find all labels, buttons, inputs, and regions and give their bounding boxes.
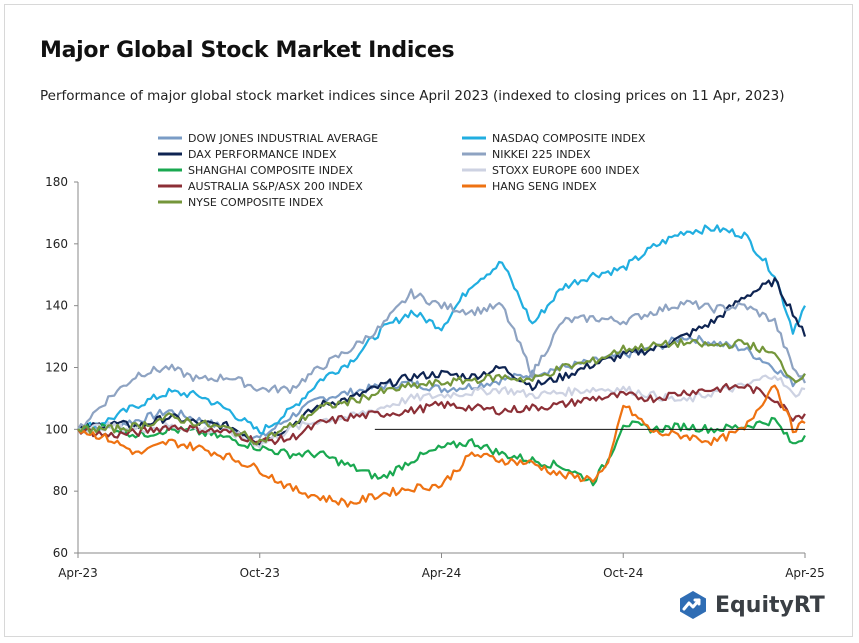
y-tick-label: 100 — [45, 422, 68, 436]
y-tick-label: 80 — [53, 484, 68, 498]
equityrt-logo-icon — [680, 591, 706, 619]
legend: DOW JONES INDUSTRIAL AVERAGE NASDAQ COMPO… — [158, 132, 646, 209]
y-tick-label: 180 — [45, 175, 68, 189]
x-tick-label: Apr-24 — [422, 566, 462, 580]
series-line-3 — [77, 288, 807, 430]
y-tick-label: 140 — [45, 299, 68, 313]
series-line-4 — [77, 416, 806, 487]
legend-label: NYSE COMPOSITE INDEX — [188, 196, 324, 209]
x-tick-label: Oct-24 — [603, 566, 643, 580]
x-tick-label: Apr-23 — [58, 566, 98, 580]
legend-label: DAX PERFORMANCE INDEX — [188, 148, 337, 161]
brand-logo: EquityRT — [677, 588, 825, 622]
brand-name: EquityRT — [715, 592, 825, 618]
legend-label: AUSTRALIA S&P/ASX 200 INDEX — [188, 180, 363, 193]
legend-label: NIKKEI 225 INDEX — [492, 148, 591, 161]
y-tick-label: 60 — [53, 546, 68, 560]
series-line-8 — [77, 338, 806, 446]
series-line-5 — [77, 374, 806, 449]
series-line-1 — [77, 224, 806, 435]
y-tick-label: 160 — [45, 237, 68, 251]
legend-label: HANG SENG INDEX — [492, 180, 597, 193]
x-tick-label: Apr-25 — [785, 566, 825, 580]
legend-label: NASDAQ COMPOSITE INDEX — [492, 132, 646, 145]
legend-label: SHANGHAI COMPOSITE INDEX — [188, 164, 353, 177]
series-line-7 — [77, 384, 806, 508]
legend-label: DOW JONES INDUSTRIAL AVERAGE — [188, 132, 378, 145]
chart-title: Major Global Stock Market Indices — [40, 38, 455, 63]
x-tick-label: Oct-23 — [240, 566, 280, 580]
series-line-6 — [77, 382, 806, 446]
series-line-0 — [77, 334, 806, 441]
legend-label: STOXX EUROPE 600 INDEX — [492, 164, 640, 177]
y-tick-label: 120 — [45, 361, 68, 375]
chart-subtitle: Performance of major global stock market… — [40, 88, 785, 104]
